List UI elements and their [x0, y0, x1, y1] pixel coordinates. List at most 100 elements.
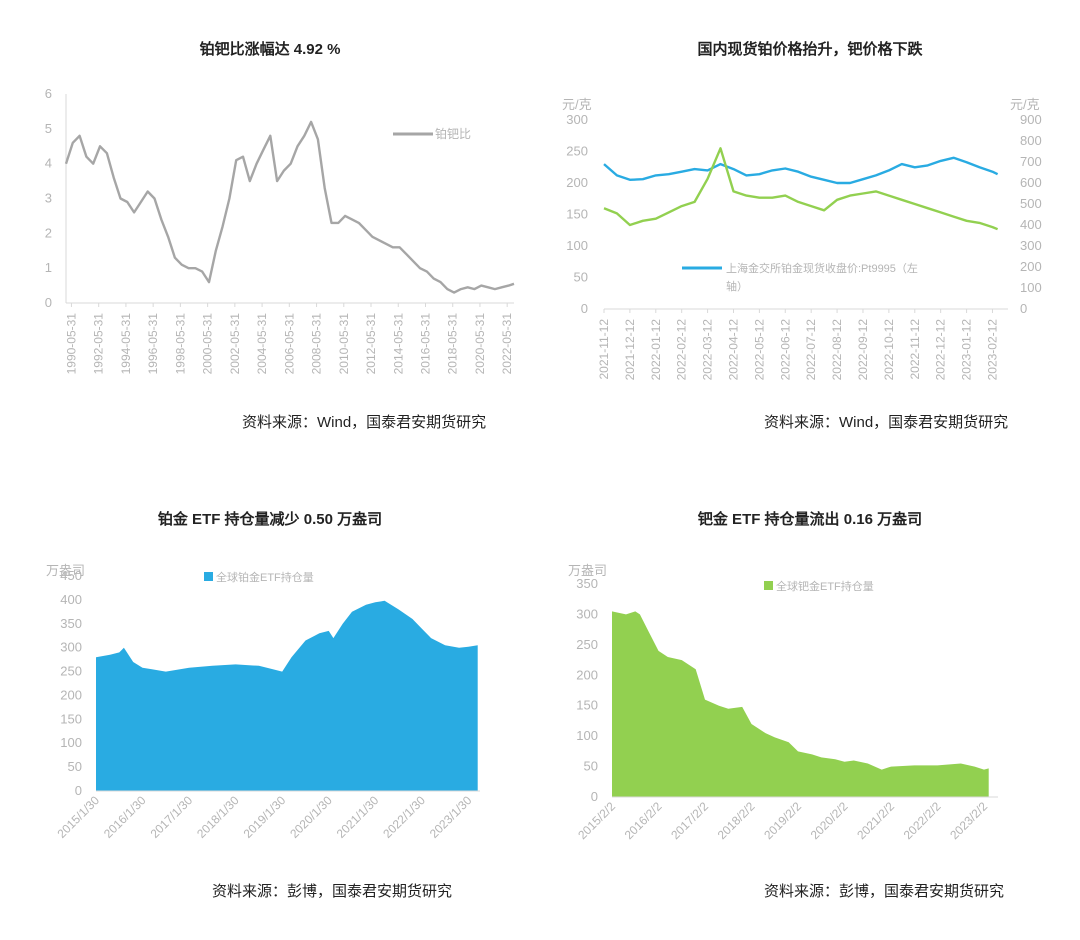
x-tick-label: 2017/2/2 — [668, 799, 711, 842]
y-tick-label: 250 — [576, 637, 598, 652]
chart-panel-pt-pd-ratio: 铂钯比涨幅达 4.92 % 0 1 2 3 4 5 6 1990-05-31 1992-05-3… — [0, 0, 540, 470]
y-tick-label: 400 — [60, 592, 82, 607]
y-tick-label: 300 — [576, 606, 598, 621]
y-tick-label: 50 — [584, 759, 598, 774]
x-tick-label: 2018-05-31 — [446, 313, 460, 375]
y-tick-label: 250 — [60, 664, 82, 679]
x-tick-label: 2017/1/30 — [148, 793, 196, 841]
x-tick-label: 2022-05-31 — [500, 313, 514, 375]
x-tick-label: 2022-03-12 — [701, 319, 715, 381]
y-tick-label-left: 250 — [566, 144, 588, 159]
right-axis-unit: 元/克 — [1010, 97, 1040, 112]
y-tick-label: 3 — [45, 191, 52, 206]
x-tick-label: 2023/1/30 — [427, 793, 475, 841]
x-tick-label: 2022-08-12 — [830, 319, 844, 381]
y-tick-label-right: 100 — [1020, 280, 1042, 295]
y-tick-label-left: 0 — [581, 301, 588, 316]
chart-source: 资料来源：彭博，国泰君安期货研究 — [764, 883, 1005, 900]
x-tick-label: 2006-05-31 — [282, 313, 296, 375]
x-tick-label: 2016/1/30 — [101, 793, 149, 841]
y-axis-unit: 万盎司 — [568, 563, 608, 578]
chart-panel-platinum-etf: 铂金 ETF 持仓量减少 0.50 万盎司 万盎司 0 50 100 150 200 25… — [0, 470, 540, 940]
series-area-palladium-etf — [612, 611, 989, 797]
series-area-platinum-etf — [96, 600, 478, 791]
x-tick-label: 1990-05-31 — [64, 313, 78, 375]
y-tick-label: 350 — [60, 616, 82, 631]
y-tick-label-right: 400 — [1020, 217, 1042, 232]
y-tick-label: 50 — [68, 759, 82, 774]
x-tick-label: 2022-07-12 — [804, 319, 818, 381]
x-tick-label: 2022/2/2 — [901, 799, 944, 842]
x-tick-label: 2022-06-12 — [778, 319, 792, 381]
chart-title: 铂金 ETF 持仓量减少 0.50 万盎司 — [157, 511, 383, 528]
x-tick-label: 2002-05-31 — [228, 313, 242, 375]
chart-source: 资料来源：彭博，国泰君安期货研究 — [212, 883, 453, 900]
x-tick-label: 2020/2/2 — [808, 799, 851, 842]
x-tick-label: 2022-09-12 — [856, 319, 870, 381]
chart-source: 资料来源：Wind，国泰君安期货研究 — [242, 414, 487, 431]
legend-label: 上海金交所铂金现货收盘价:Pt9995（左 — [726, 261, 918, 275]
y-tick-label-left: 50 — [574, 270, 588, 285]
y-tick-label: 450 — [60, 568, 82, 583]
x-tick-label: 2016/2/2 — [622, 799, 665, 842]
x-tick-label: 2023/2/2 — [947, 799, 990, 842]
x-tick-label: 2022-02-12 — [675, 319, 689, 381]
y-tick-label-right: 200 — [1020, 259, 1042, 274]
x-tick-label: 2022-04-12 — [726, 319, 740, 381]
chart-title: 国内现货铂价格抬升，钯价格下跌 — [697, 41, 923, 58]
x-tick-label: 2022-11-12 — [908, 319, 922, 380]
x-tick-label: 2021-11-12 — [597, 319, 611, 380]
y-tick-label: 6 — [45, 86, 52, 101]
y-tick-label-left: 150 — [566, 207, 588, 222]
y-tick-label: 150 — [576, 698, 598, 713]
series-line-platinum — [603, 156, 999, 185]
y-tick-label: 350 — [576, 576, 598, 591]
legend-swatch — [764, 581, 773, 590]
left-axis-unit: 元/克 — [562, 97, 592, 112]
legend-label: 铂钯比 — [435, 126, 471, 141]
legend-label: 全球钯金ETF持仓量 — [776, 579, 874, 593]
x-tick-label: 1992-05-31 — [92, 313, 106, 375]
chart-svg: 0 1 2 3 4 5 6 1990-05-31 1992-05-31 1994-05-31 199… — [45, 86, 515, 375]
y-tick-label: 100 — [60, 735, 82, 750]
x-tick-label: 2012-05-31 — [364, 313, 378, 375]
x-tick-label: 2010-05-31 — [337, 313, 351, 375]
y-tick-label: 150 — [60, 711, 82, 726]
x-tick-label: 2022-05-12 — [752, 319, 766, 381]
series-line-palladium — [603, 147, 999, 231]
y-tick-label-left: 300 — [566, 112, 588, 127]
x-tick-label: 2021/2/2 — [854, 799, 897, 842]
y-tick-label: 100 — [576, 728, 598, 743]
y-tick-label: 0 — [75, 783, 82, 798]
x-tick-label: 1994-05-31 — [119, 313, 133, 375]
chart-panel-spot-prices: 国内现货铂价格抬升，钯价格下跌 元/克 元/克 0 50 100 150 200 250 3… — [540, 0, 1080, 470]
y-tick-label-right: 900 — [1020, 112, 1042, 127]
y-tick-label-right: 800 — [1020, 133, 1042, 148]
y-tick-label: 200 — [576, 667, 598, 682]
x-tick-label: 2021-12-12 — [623, 319, 637, 381]
x-tick-label: 2014-05-31 — [391, 313, 405, 375]
x-tick-label: 2008-05-31 — [310, 313, 324, 375]
y-tick-label-right: 0 — [1020, 301, 1027, 316]
x-tick-label: 2015/1/30 — [54, 793, 102, 841]
chart-title: 铂钯比涨幅达 4.92 % — [199, 41, 341, 58]
y-tick-label: 0 — [45, 295, 52, 310]
x-tick-label: 2022-10-12 — [882, 319, 896, 381]
x-tick-label: 2023-01-12 — [960, 319, 974, 381]
y-tick-label-left: 100 — [566, 238, 588, 253]
y-tick-label: 2 — [45, 225, 52, 240]
x-tick-label: 2022/1/30 — [380, 793, 428, 841]
x-tick-label: 2000-05-31 — [201, 313, 215, 375]
y-tick-label: 0 — [591, 789, 598, 804]
x-tick-label: 1996-05-31 — [146, 313, 160, 375]
x-tick-label: 2004-05-31 — [255, 313, 269, 375]
x-tick-label: 2018/2/2 — [715, 799, 758, 842]
x-tick-label: 2019/2/2 — [761, 799, 804, 842]
y-tick-label: 4 — [45, 156, 52, 171]
x-tick-label: 2020-05-31 — [473, 313, 487, 375]
y-axis-unit: 万盎司 — [46, 563, 86, 578]
chart-panel-palladium-etf: 钯金 ETF 持仓量流出 0.16 万盎司 万盎司 0 50 100 150 200 25… — [540, 470, 1080, 940]
legend-label: 全球铂金ETF持仓量 — [216, 570, 314, 584]
y-tick-label: 1 — [45, 260, 52, 275]
